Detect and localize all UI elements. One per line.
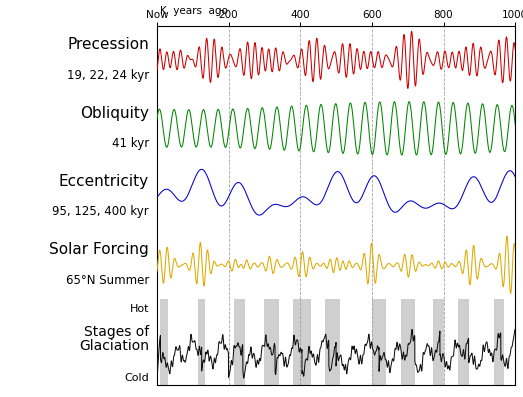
Text: Cold: Cold bbox=[124, 373, 149, 383]
Bar bbox=[372, 299, 386, 385]
Text: 19, 22, 24 kyr: 19, 22, 24 kyr bbox=[67, 69, 149, 81]
Bar bbox=[234, 299, 245, 385]
Text: 65°N Summer: 65°N Summer bbox=[66, 274, 149, 287]
Bar bbox=[293, 299, 311, 385]
Bar bbox=[325, 299, 339, 385]
Text: K  years  ago: K years ago bbox=[160, 6, 228, 16]
Text: 95, 125, 400 kyr: 95, 125, 400 kyr bbox=[52, 205, 149, 218]
Bar bbox=[401, 299, 415, 385]
Bar bbox=[433, 299, 444, 385]
Text: Solar Forcing: Solar Forcing bbox=[49, 243, 149, 258]
Text: Precession: Precession bbox=[67, 37, 149, 52]
Text: 41 kyr: 41 kyr bbox=[112, 137, 149, 150]
Bar bbox=[494, 299, 504, 385]
Bar bbox=[161, 299, 168, 385]
Bar bbox=[458, 299, 469, 385]
Bar bbox=[198, 299, 205, 385]
Text: Eccentricity: Eccentricity bbox=[59, 174, 149, 189]
Text: Glaciation: Glaciation bbox=[79, 339, 149, 353]
Text: Hot: Hot bbox=[130, 304, 149, 314]
Bar bbox=[265, 299, 279, 385]
Text: Stages of: Stages of bbox=[84, 325, 149, 339]
Text: Obliquity: Obliquity bbox=[80, 106, 149, 121]
